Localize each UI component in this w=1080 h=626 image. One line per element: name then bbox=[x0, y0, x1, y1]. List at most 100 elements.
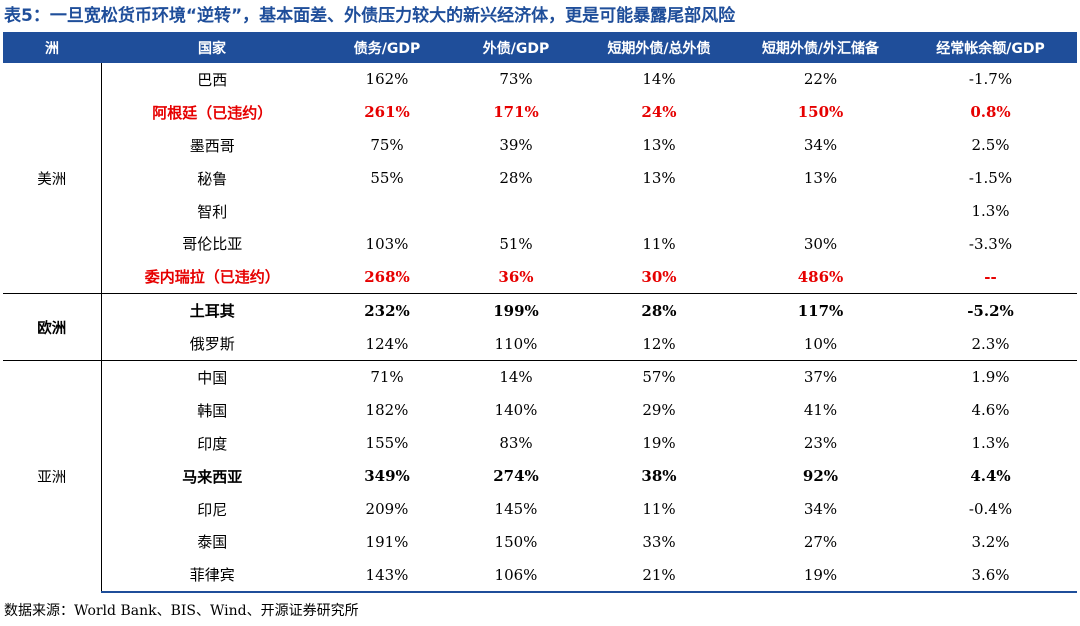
current-account-gdp-cell: -1.5% bbox=[968, 169, 1013, 188]
current-account-gdp-cell: -1.7% bbox=[968, 70, 1013, 89]
table-row: 韩国 182% 140% 29% 41% 4.6% bbox=[3, 394, 1077, 427]
debt-gdp-cell: 349% bbox=[364, 467, 410, 486]
country-cell: 巴西 bbox=[197, 70, 228, 89]
external-debt-gdp-cell: 51% bbox=[499, 234, 533, 253]
table-row: 秘鲁 55% 28% 13% 13% -1.5% bbox=[3, 162, 1077, 195]
table-body: 美洲 巴西 162% 73% 14% 22% -1.7% 阿根廷（已违约） 261% 171% 24… bbox=[3, 63, 1077, 594]
country-cell: 泰国 bbox=[197, 533, 228, 552]
debt-gdp-cell: 261% bbox=[364, 103, 410, 122]
current-account-gdp-cell: 3.6% bbox=[904, 558, 1077, 594]
header-short-term-reserves: 短期外债/外汇储备 bbox=[737, 32, 904, 63]
short-term-reserves-cell: 10% bbox=[803, 334, 838, 353]
country-cell: 韩国 bbox=[197, 401, 228, 420]
country-cell: 中国 bbox=[101, 360, 323, 394]
short-term-reserves-cell bbox=[737, 195, 904, 228]
country-cell: 哥伦比亚 bbox=[182, 235, 243, 254]
table-row: 菲律宾 143% 106% 21% 19% 3.6% bbox=[3, 558, 1077, 594]
short-term-total-cell: 33% bbox=[642, 532, 676, 551]
debt-gdp-cell: 162% bbox=[365, 70, 409, 89]
current-account-gdp-cell: 4.4% bbox=[970, 467, 1011, 486]
source-note: 数据来源：World Bank、BIS、Wind、开源证券研究所 bbox=[4, 603, 359, 619]
external-debt-gdp-cell: 140% bbox=[494, 401, 538, 420]
header-row: 洲 国家 债务/GDP 外债/GDP 短期外债/总外债 短期外债/外汇储备 经常… bbox=[3, 32, 1077, 63]
table-row: 俄罗斯 124% 110% 12% 10% 2.3% bbox=[3, 327, 1077, 360]
short-term-reserves-cell: 30% bbox=[803, 234, 838, 253]
short-term-total-cell: 14% bbox=[642, 70, 676, 89]
table-row: 泰国 191% 150% 33% 27% 3.2% bbox=[3, 525, 1077, 558]
external-debt-gdp-cell: 199% bbox=[451, 293, 581, 328]
current-account-gdp-cell: 2.3% bbox=[971, 334, 1010, 353]
header-short-term-total: 短期外债/总外债 bbox=[581, 32, 737, 63]
short-term-reserves-cell: 22% bbox=[803, 70, 838, 89]
external-debt-gdp-cell: 150% bbox=[494, 532, 538, 551]
short-term-reserves-cell: 41% bbox=[803, 401, 838, 420]
country-cell: 智利 bbox=[197, 202, 228, 221]
external-debt-gdp-cell: 145% bbox=[494, 500, 538, 519]
country-cell: 委内瑞拉（已违约） bbox=[144, 268, 280, 287]
current-account-gdp-cell: 3.2% bbox=[971, 532, 1010, 551]
table-row: 哥伦比亚 103% 51% 11% 30% -3.3% bbox=[3, 227, 1077, 260]
short-term-reserves-cell: 34% bbox=[803, 136, 838, 155]
table-row: 马来西亚 349% 274% 38% 92% 4.4% bbox=[3, 460, 1077, 493]
short-term-reserves-cell: 37% bbox=[737, 360, 904, 394]
debt-gdp-cell: 143% bbox=[323, 558, 451, 594]
table-row: 阿根廷（已违约） 261% 171% 24% 150% 0.8% bbox=[3, 96, 1077, 129]
debt-gdp-cell: 268% bbox=[364, 267, 410, 286]
short-term-reserves-cell: 23% bbox=[803, 434, 838, 453]
country-cell: 印尼 bbox=[197, 500, 228, 519]
table-title: 表5：一旦宽松货币环境“逆转”，基本面差、外债压力较大的新兴经济体，更是可能暴露… bbox=[4, 6, 736, 26]
current-account-gdp-cell: -- bbox=[984, 267, 997, 286]
region-cell: 美洲 bbox=[3, 63, 102, 294]
current-account-gdp-cell: 1.3% bbox=[971, 434, 1010, 453]
table-row: 印尼 209% 145% 11% 34% -0.4% bbox=[3, 493, 1077, 526]
external-debt-gdp-cell: 28% bbox=[499, 169, 533, 188]
table-row: 墨西哥 75% 39% 13% 34% 2.5% bbox=[3, 129, 1077, 162]
header-external-debt-gdp: 外债/GDP bbox=[451, 32, 581, 63]
table-row: 亚洲 中国 71% 14% 57% 37% 1.9% bbox=[3, 360, 1077, 593]
short-term-reserves-cell: 19% bbox=[737, 558, 904, 594]
current-account-gdp-cell: -3.3% bbox=[968, 234, 1013, 253]
short-term-reserves-cell: 13% bbox=[803, 169, 838, 188]
debt-gdp-cell: 155% bbox=[365, 434, 409, 453]
country-cell: 土耳其 bbox=[101, 293, 323, 328]
header-region: 洲 bbox=[3, 32, 101, 63]
header-debt-gdp: 债务/GDP bbox=[323, 32, 451, 63]
debt-gdp-cell bbox=[323, 195, 451, 228]
external-debt-gdp-cell: 39% bbox=[499, 136, 533, 155]
external-debt-gdp-cell: 83% bbox=[499, 434, 533, 453]
short-term-total-cell: 21% bbox=[581, 558, 737, 594]
debt-gdp-cell: 232% bbox=[323, 293, 451, 328]
current-account-gdp-cell: 1.3% bbox=[971, 202, 1010, 220]
current-account-gdp-cell: 2.5% bbox=[971, 136, 1010, 155]
current-account-gdp-cell: -0.4% bbox=[968, 500, 1013, 519]
country-cell: 菲律宾 bbox=[101, 558, 323, 594]
short-term-total-cell: 57% bbox=[581, 360, 737, 394]
short-term-total-cell: 13% bbox=[642, 136, 676, 155]
short-term-total-cell: 24% bbox=[641, 103, 677, 122]
short-term-total-cell: 11% bbox=[642, 234, 676, 253]
debt-gdp-cell: 55% bbox=[370, 169, 404, 188]
debt-gdp-cell: 182% bbox=[365, 401, 409, 420]
country-cell: 秘鲁 bbox=[197, 169, 228, 188]
debt-gdp-cell: 124% bbox=[365, 334, 409, 353]
short-term-total-cell: 19% bbox=[642, 434, 676, 453]
short-term-total-cell: 13% bbox=[642, 169, 676, 188]
table-row: 印度 155% 83% 19% 23% 1.3% bbox=[3, 427, 1077, 460]
region-cell: 亚洲 bbox=[3, 360, 102, 593]
table-row: 美洲 巴西 162% 73% 14% 22% -1.7% bbox=[3, 63, 1077, 294]
table-row: 委内瑞拉（已违约） 268% 36% 30% 486% -- bbox=[3, 260, 1077, 293]
short-term-reserves-cell: 34% bbox=[803, 500, 838, 519]
short-term-reserves-cell: 27% bbox=[803, 532, 838, 551]
country-cell: 马来西亚 bbox=[182, 467, 243, 486]
short-term-total-cell: 11% bbox=[642, 500, 676, 519]
debt-gdp-cell: 75% bbox=[370, 136, 404, 155]
short-term-total-cell: 38% bbox=[641, 467, 677, 486]
short-term-total-cell: 29% bbox=[642, 401, 676, 420]
external-debt-gdp-cell: 73% bbox=[499, 70, 533, 89]
external-debt-gdp-cell: 274% bbox=[493, 467, 539, 486]
short-term-total-cell: 30% bbox=[641, 267, 677, 286]
debt-gdp-cell: 103% bbox=[365, 234, 409, 253]
debt-gdp-cell: 71% bbox=[323, 360, 451, 394]
short-term-reserves-cell: 92% bbox=[802, 467, 839, 486]
header-country: 国家 bbox=[101, 32, 323, 63]
